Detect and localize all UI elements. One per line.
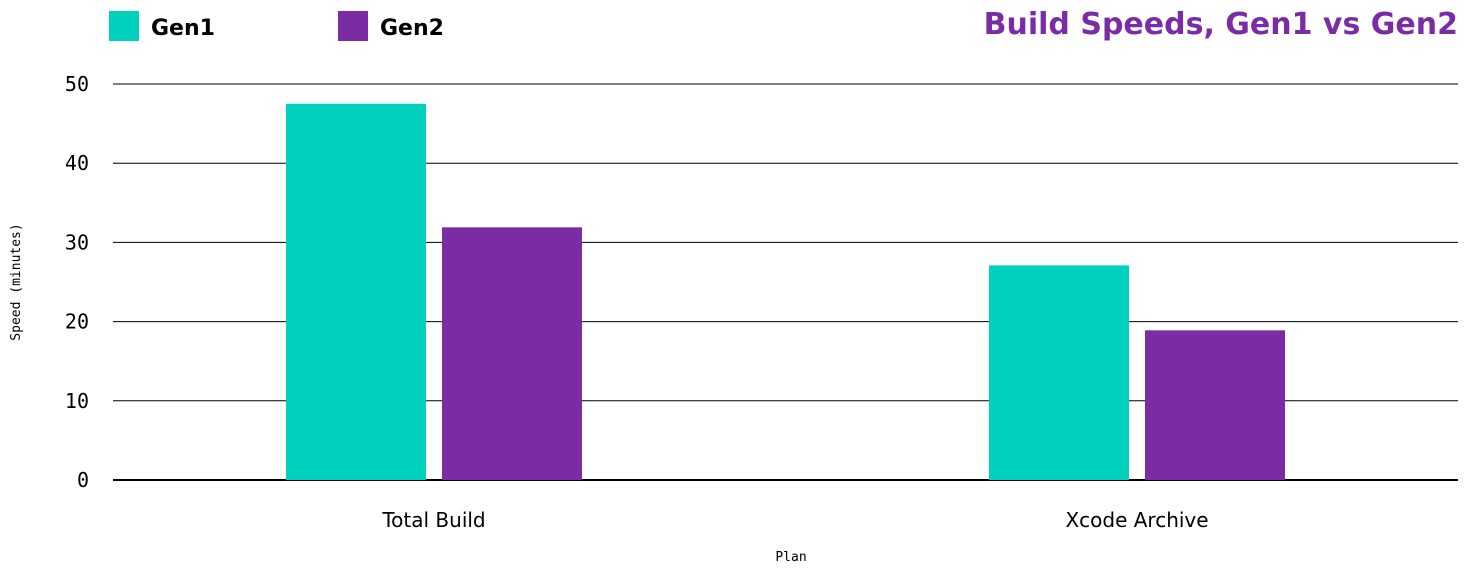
legend-swatch-gen1 [109, 11, 139, 41]
chart-title: Build Speeds, Gen1 vs Gen2 [984, 7, 1458, 42]
y-tick-label: 40 [65, 151, 89, 175]
legend: Gen1 Gen2 [109, 11, 444, 41]
y-axis-ticks: 0 10 20 30 40 50 [65, 72, 89, 492]
bars [286, 103, 1285, 481]
legend-label-gen2: Gen2 [380, 16, 444, 41]
legend-label-gen1: Gen1 [151, 16, 215, 41]
y-tick-label: 30 [65, 230, 89, 254]
bar-gen1-xcode-archive [989, 265, 1129, 480]
y-axis-label: Speed (minutes) [9, 223, 24, 340]
bar-gen2-xcode-archive [1145, 330, 1285, 480]
y-tick-label: 0 [77, 468, 89, 492]
bar-gen2-total-build [442, 227, 582, 480]
legend-swatch-gen2 [338, 11, 368, 41]
y-tick-label: 10 [65, 389, 89, 413]
y-tick-label: 20 [65, 310, 89, 334]
x-axis-categories: Total Build Xcode Archive [381, 508, 1208, 532]
x-category-label: Xcode Archive [1065, 508, 1208, 532]
x-category-label: Total Build [381, 508, 485, 532]
bar-gen1-total-build [286, 103, 426, 481]
y-tick-label: 50 [65, 72, 89, 96]
x-axis-label: Plan [775, 550, 806, 565]
